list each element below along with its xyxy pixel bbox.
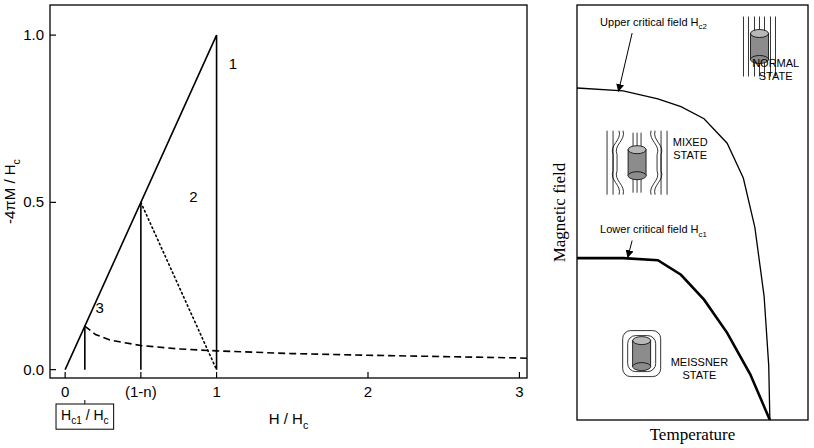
y-tick (50, 202, 56, 203)
x-tick (367, 372, 368, 378)
label-arrow (628, 241, 632, 258)
sample-bottom (628, 172, 646, 180)
text-part: H / H (269, 410, 303, 427)
x-axis-title: H / Hc (269, 410, 309, 431)
text-part: -4πM / H (1, 164, 18, 224)
figure: 0(1-n)1230.00.51.0123Hc1 / HcH / Hc-4πM … (0, 0, 814, 448)
region-label: STATE (673, 149, 707, 161)
curve-label: 2 (189, 188, 197, 205)
sample-top (628, 146, 646, 154)
text-part: c2 (699, 22, 707, 31)
magnetization-panel: 0(1-n)1230.00.51.0123Hc1 / HcH / Hc-4πM … (1, 5, 527, 431)
label-arrow (619, 33, 633, 91)
series-line (577, 258, 770, 420)
field-lines (607, 131, 667, 195)
curve-label: Lower critical field Hc1 (600, 223, 707, 238)
field-line (667, 131, 668, 195)
series-line (84, 326, 86, 369)
illustrations (607, 17, 775, 377)
field-loop (628, 336, 656, 372)
region-label: STATE (683, 369, 717, 381)
sample-top (750, 30, 768, 38)
series-line (85, 326, 527, 358)
field-line (748, 17, 749, 77)
plot-frame (50, 5, 527, 378)
text-part: Magnetic field (550, 162, 569, 262)
y-tick (50, 35, 56, 36)
text-part: c1 (71, 415, 82, 426)
field-loop (623, 331, 661, 377)
text-part: c (104, 415, 109, 426)
series-line (141, 202, 217, 369)
region-label: MIXED (673, 136, 708, 148)
y-tick-label: 0.0 (23, 361, 44, 378)
text-part: c (303, 419, 309, 431)
curve-label: Upper critical field Hc2 (600, 16, 707, 31)
series-line (577, 88, 770, 420)
text-part: H (61, 407, 71, 423)
y-tick-label: 1.0 (23, 26, 44, 43)
region-label: NORMAL (752, 57, 799, 69)
field-line (612, 131, 619, 195)
x-tick-label: 1 (212, 383, 220, 400)
y-tick (50, 369, 56, 370)
x-tick (216, 372, 217, 378)
box-label: Hc1 / Hc (61, 407, 109, 426)
series-group (577, 88, 770, 420)
field-line (655, 131, 662, 195)
phase-diagram-panel: Upper critical field Hc2 Lower critical f… (550, 5, 808, 444)
x-tick-label: 2 (364, 383, 372, 400)
field-lines (623, 331, 661, 377)
x-tick-label: 0 (61, 383, 69, 400)
x-tick (519, 372, 520, 378)
text-part: Lower critical field H (600, 223, 698, 235)
text-part: Upper critical field H (600, 16, 698, 28)
text-part: / H (82, 407, 104, 423)
x-tick (65, 372, 66, 378)
x-tick-label: 3 (515, 383, 523, 400)
field-line (607, 131, 608, 195)
box-label-leader (84, 400, 85, 404)
text-part: c1 (699, 230, 707, 239)
region-label: STATE (759, 70, 793, 82)
x-tick (140, 372, 141, 378)
series-line (140, 202, 142, 369)
curve-label: 1 (229, 55, 237, 72)
y-axis-title: Magnetic field (550, 162, 569, 262)
sample-joint (633, 366, 650, 368)
curve-label: 3 (95, 299, 103, 316)
x-axis-title: Temperature (650, 425, 736, 444)
sample-top (633, 337, 651, 345)
sample-joint (629, 175, 646, 177)
region-label: MEISSNER (671, 356, 729, 368)
field-line (743, 17, 744, 77)
sample-bottom (633, 363, 651, 371)
series-group (65, 35, 527, 370)
y-axis-title: -4πM / Hc (1, 158, 22, 224)
text-part: c (10, 158, 22, 164)
series-line (65, 35, 216, 370)
y-tick-label: 0.5 (23, 193, 44, 210)
x-tick-label: (1-n) (125, 383, 157, 400)
plot-frame (577, 5, 808, 420)
box-label-frame (56, 404, 114, 429)
text-part: Temperature (650, 425, 736, 444)
